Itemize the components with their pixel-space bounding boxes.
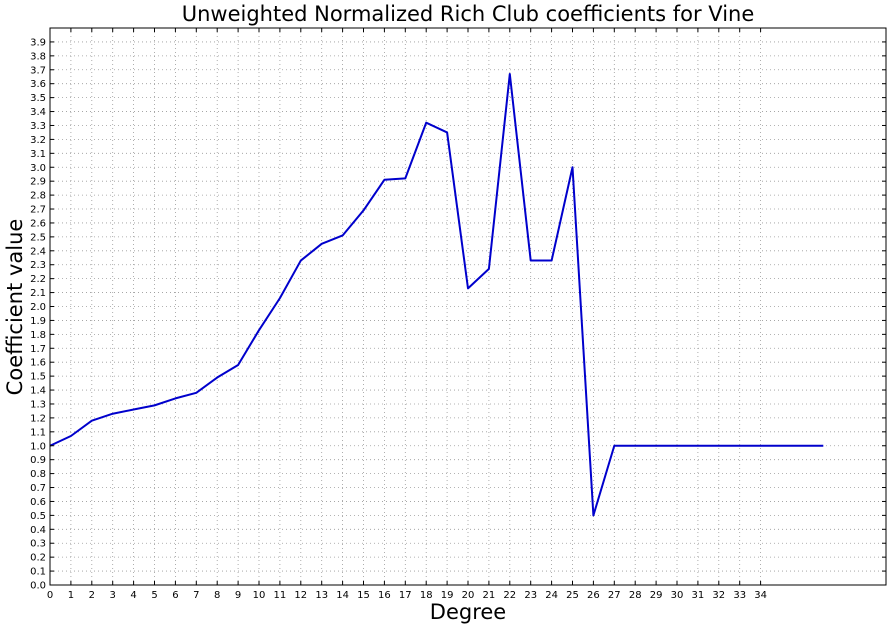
y-tick-label: 0.3 (30, 539, 46, 550)
x-tick-label: 7 (193, 590, 199, 601)
x-tick-label: 12 (294, 590, 307, 601)
y-tick-label: 2.5 (30, 232, 46, 243)
y-tick-label: 2.4 (30, 246, 46, 257)
x-tick-label: 34 (754, 590, 767, 601)
y-tick-label: 2.9 (30, 177, 46, 188)
y-tick-label: 3.4 (30, 107, 46, 118)
x-tick-label: 4 (130, 590, 136, 601)
y-tick-label: 1.2 (30, 413, 46, 424)
x-tick-label: 24 (545, 590, 558, 601)
x-tick-label: 9 (235, 590, 241, 601)
y-tick-label: 0.8 (30, 469, 46, 480)
x-tick-label: 13 (315, 590, 328, 601)
y-tick-label: 1.5 (30, 372, 46, 383)
y-tick-label: 3.5 (30, 93, 46, 104)
y-tick-label: 0.0 (30, 581, 46, 592)
x-tick-label: 11 (274, 590, 287, 601)
x-tick-label: 28 (629, 590, 642, 601)
x-tick-label: 2 (89, 590, 95, 601)
y-tick-label: 1.3 (30, 399, 46, 410)
x-tick-label: 6 (172, 590, 178, 601)
x-tick-label: 27 (608, 590, 621, 601)
y-tick-label: 3.6 (30, 79, 46, 90)
y-tick-label: 2.2 (30, 274, 46, 285)
y-tick-label: 0.5 (30, 511, 46, 522)
y-tick-label: 1.0 (30, 441, 46, 452)
x-tick-label: 33 (733, 590, 746, 601)
y-tick-label: 1.9 (30, 316, 46, 327)
y-tick-label: 1.4 (30, 386, 46, 397)
y-tick-label: 2.8 (30, 191, 46, 202)
y-tick-label: 0.1 (30, 567, 46, 578)
y-tick-label: 3.2 (30, 135, 46, 146)
x-tick-label: 26 (587, 590, 600, 601)
x-tick-label: 0 (47, 590, 53, 601)
series-line (50, 74, 823, 515)
y-axis-label: Coefficient value (3, 219, 27, 396)
y-tick-label: 3.0 (30, 163, 46, 174)
y-tick-label: 2.0 (30, 302, 46, 313)
x-tick-label: 3 (110, 590, 116, 601)
x-tick-label: 8 (214, 590, 220, 601)
grid (50, 28, 886, 585)
y-tick-label: 3.1 (30, 149, 46, 160)
x-tick-label: 1 (68, 590, 74, 601)
y-tick-label: 0.9 (30, 455, 46, 466)
y-tick-label: 2.3 (30, 260, 46, 271)
y-tick-label: 3.7 (30, 65, 46, 76)
chart-title: Unweighted Normalized Rich Club coeffici… (182, 2, 755, 26)
y-tick-label: 3.3 (30, 121, 46, 132)
y-tick-label: 1.6 (30, 358, 46, 369)
x-tick-label: 15 (357, 590, 370, 601)
x-tick-label: 10 (253, 590, 266, 601)
y-tick-label: 0.2 (30, 553, 46, 564)
y-tick-label: 1.8 (30, 330, 46, 341)
x-axis-label: Degree (430, 600, 506, 624)
y-tick-label: 3.9 (30, 37, 46, 48)
x-tick-label: 25 (566, 590, 579, 601)
x-tick-label: 32 (712, 590, 725, 601)
y-tick-label: 0.7 (30, 483, 46, 494)
y-tick-label: 2.7 (30, 205, 46, 216)
x-tick-label: 14 (336, 590, 349, 601)
y-tick-label: 1.1 (30, 427, 46, 438)
y-tick-label: 0.4 (30, 525, 46, 536)
axes-frame (50, 28, 886, 585)
x-tick-label: 30 (671, 590, 684, 601)
y-tick-label: 2.6 (30, 218, 46, 229)
x-tick-label: 16 (378, 590, 391, 601)
x-tick-label: 29 (650, 590, 663, 601)
y-tick-label: 2.1 (30, 288, 46, 299)
y-tick-label: 3.8 (30, 51, 46, 62)
x-tick-label: 31 (692, 590, 705, 601)
y-tick-label: 0.6 (30, 497, 46, 508)
x-tick-label: 17 (399, 590, 412, 601)
plot-area (50, 74, 823, 515)
x-tick-label: 5 (151, 590, 157, 601)
x-tick-label: 23 (524, 590, 537, 601)
y-tick-label: 1.7 (30, 344, 46, 355)
